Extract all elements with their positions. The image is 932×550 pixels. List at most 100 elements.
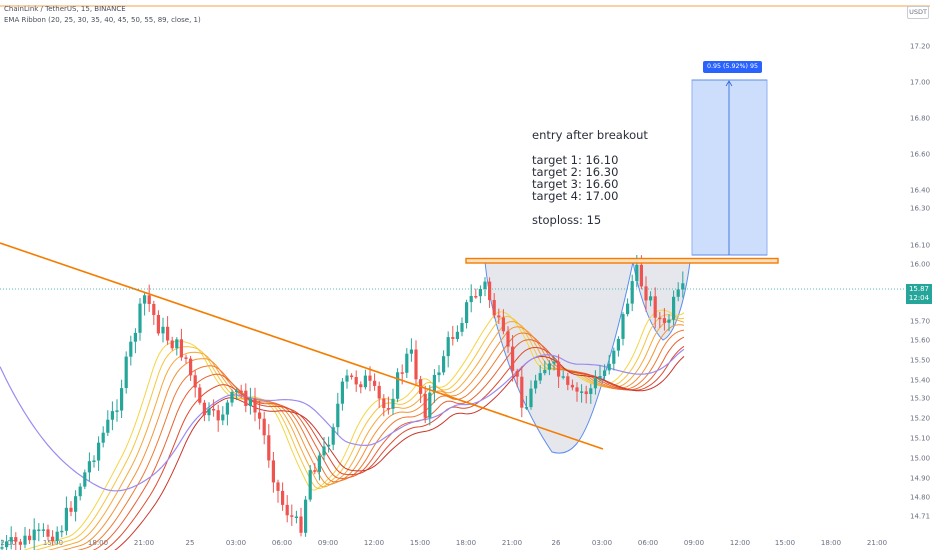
handle-outline <box>632 261 691 341</box>
x-tick-label: 03:00 <box>226 539 246 547</box>
candle-body <box>377 385 381 399</box>
candle-body <box>175 339 179 349</box>
candle-body <box>474 296 478 298</box>
candle-body <box>179 339 183 358</box>
candle-body <box>156 315 160 334</box>
last-price: 15.87 <box>908 285 930 293</box>
x-tick-label: 12:00 <box>730 539 750 547</box>
candle-body <box>331 427 335 445</box>
candle-body <box>340 381 344 404</box>
candle-body <box>221 414 225 421</box>
candle-body <box>547 363 551 370</box>
candle-body <box>64 507 68 531</box>
candle-body <box>37 529 41 531</box>
y-tick-label: 16.80 <box>910 115 930 123</box>
candle-body <box>359 384 363 388</box>
candle-body <box>69 507 73 512</box>
candle-body <box>28 535 32 541</box>
candle-body <box>658 317 662 320</box>
candle-body <box>239 390 243 393</box>
x-tick-label: 12:00 <box>364 539 384 547</box>
y-tick-label: 15.60 <box>910 337 930 345</box>
candle-body <box>308 470 312 500</box>
x-tick-label: 21:00 <box>502 539 522 547</box>
candle-body <box>603 370 607 376</box>
candle-body <box>432 375 436 393</box>
candle-body <box>506 331 510 347</box>
candle-body <box>32 529 36 541</box>
candle-body <box>350 375 354 377</box>
candle-body <box>635 264 639 282</box>
cup-shape <box>484 261 691 454</box>
y-tick-label: 14.90 <box>910 475 930 483</box>
candle-body <box>552 361 556 364</box>
candle-body <box>327 444 331 447</box>
candle-body <box>575 387 579 392</box>
ema-line-8 <box>114 356 685 550</box>
candle-body <box>653 296 657 318</box>
candle-body <box>446 337 450 357</box>
candle-body <box>78 486 82 497</box>
candle-body <box>322 446 326 456</box>
candle-body <box>189 358 193 376</box>
candle-body <box>451 337 455 339</box>
candle-body <box>363 375 367 388</box>
y-tick-label: 16.30 <box>910 205 930 213</box>
candle-body <box>400 372 404 374</box>
candle-body <box>124 356 128 388</box>
x-tick-label: 21:00 <box>134 539 154 547</box>
ema-ribbon <box>0 309 685 550</box>
candle-body <box>313 470 317 472</box>
candle-body <box>18 541 22 545</box>
candle-body <box>386 408 390 410</box>
candle-body <box>442 356 446 373</box>
bar-countdown: 12:04 <box>908 294 930 302</box>
breakout-resistance-line <box>465 257 779 264</box>
candle-body <box>414 349 418 380</box>
candle-body <box>409 349 413 354</box>
candle-body <box>396 372 400 399</box>
candle-body <box>92 460 96 462</box>
candle-body <box>644 286 648 301</box>
candle-body <box>294 516 298 518</box>
candle-body <box>639 264 643 287</box>
candle-body <box>55 531 59 541</box>
ema-line-7 <box>103 345 685 550</box>
candle-body <box>317 455 321 472</box>
candle-body <box>593 378 597 389</box>
y-tick-label: 16.60 <box>910 151 930 159</box>
candle-body <box>299 516 303 533</box>
y-tick-label: 17.00 <box>910 79 930 87</box>
handle-fill <box>633 262 690 340</box>
candle-body <box>244 390 248 406</box>
candle-body <box>626 303 630 315</box>
candle-body <box>373 380 377 386</box>
x-tick-label: 25 <box>186 539 195 547</box>
candle-body <box>41 529 45 531</box>
candle-body <box>267 435 271 461</box>
candle-body <box>478 288 482 297</box>
candle-body <box>129 341 133 357</box>
ema-89-line <box>0 348 685 492</box>
candle-body <box>258 412 262 419</box>
y-tick-label: 15.70 <box>910 318 930 326</box>
candle-body <box>120 388 124 411</box>
candle-body <box>455 331 459 339</box>
candle-body <box>488 281 492 301</box>
candle-body <box>46 529 50 537</box>
candle-body <box>235 390 239 393</box>
measure-label[interactable]: 0.95 (5.92%) 95 <box>703 61 762 73</box>
candle-body <box>225 402 229 415</box>
candle-body <box>534 380 538 389</box>
candle-body <box>253 398 257 413</box>
candle-body <box>543 369 547 374</box>
currency-badge[interactable]: USDT <box>907 6 929 19</box>
candle-body <box>262 418 266 436</box>
candle-body <box>87 461 91 473</box>
candle-body <box>405 353 409 373</box>
candle-body <box>133 332 137 342</box>
target-3: target 3: 16.60 <box>532 177 619 191</box>
candle-body <box>207 409 211 416</box>
target-zone <box>691 79 768 256</box>
